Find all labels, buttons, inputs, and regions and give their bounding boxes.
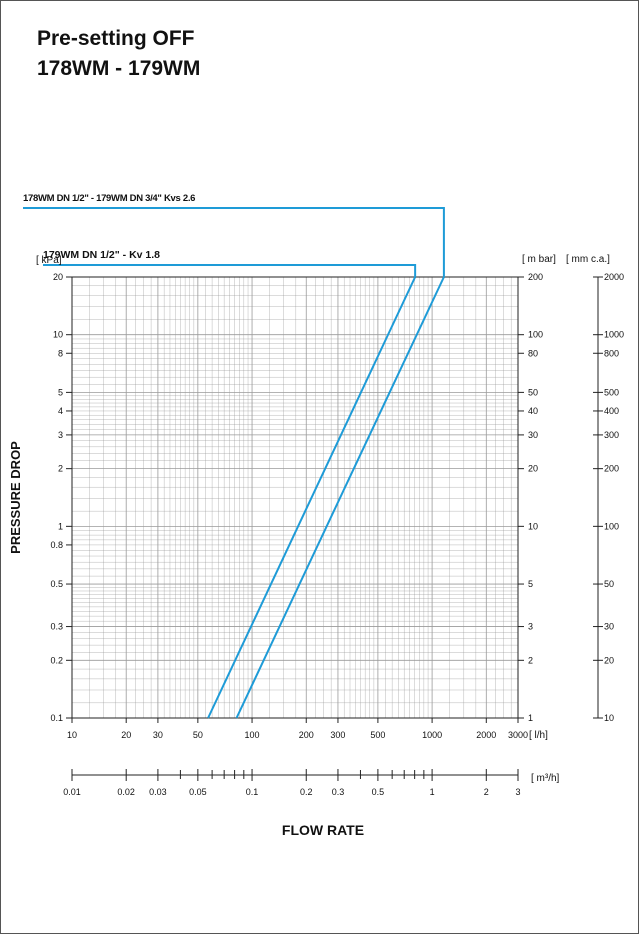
ytick-label-kpa: 20 bbox=[53, 272, 63, 282]
ytick-label-kpa: 4 bbox=[58, 406, 63, 416]
ytick-label-mmca: 2000 bbox=[604, 272, 624, 282]
xtick-label-m3h: 0.2 bbox=[300, 787, 313, 797]
ytick-label-kpa: 0.1 bbox=[50, 713, 63, 723]
xtick-label-m3h: 1 bbox=[430, 787, 435, 797]
ytick-label-mbar: 3 bbox=[528, 622, 533, 632]
ytick-label-mbar: 40 bbox=[528, 406, 538, 416]
ytick-label-mbar: 100 bbox=[528, 330, 543, 340]
ytick-label-mbar: 10 bbox=[528, 521, 538, 531]
ytick-label-mmca: 10 bbox=[604, 713, 614, 723]
xtick-label-lh: 300 bbox=[330, 730, 345, 740]
chart-axes bbox=[66, 276, 603, 781]
ytick-label-kpa: 5 bbox=[58, 387, 63, 397]
series-leader-2 bbox=[43, 264, 417, 277]
xlabel-unit-lh: [ l/h] bbox=[529, 730, 548, 741]
ytick-label-mmca: 100 bbox=[604, 521, 619, 531]
ytick-label-mbar: 2 bbox=[528, 655, 533, 665]
ytick-label-kpa: 3 bbox=[58, 430, 63, 440]
ytick-label-mmca: 20 bbox=[604, 655, 614, 665]
xtick-label-m3h: 3 bbox=[515, 787, 520, 797]
plot-frame bbox=[71, 276, 519, 719]
xtick-label-m3h: 2 bbox=[484, 787, 489, 797]
ytick-label-mmca: 800 bbox=[604, 348, 619, 358]
ylabel-unit-mmca: [ mm c.a.] bbox=[566, 254, 610, 265]
chart-title-line2: 178WM - 179WM bbox=[37, 57, 201, 80]
series-label-2: 179WM DN 1/2" - Kv 1.8 bbox=[43, 249, 160, 261]
series-line-2 bbox=[207, 276, 417, 719]
xtick-label-m3h: 0.3 bbox=[332, 787, 345, 797]
ytick-label-kpa: 0.8 bbox=[50, 540, 63, 550]
ytick-label-mmca: 50 bbox=[604, 579, 614, 589]
ytick-label-mmca: 300 bbox=[604, 430, 619, 440]
xtick-label-m3h: 0.02 bbox=[117, 787, 135, 797]
ytick-label-mbar: 80 bbox=[528, 348, 538, 358]
ytick-label-mbar: 1 bbox=[528, 713, 533, 723]
ytick-label-mbar: 30 bbox=[528, 430, 538, 440]
xtick-label-lh: 50 bbox=[193, 730, 203, 740]
ytick-label-mbar: 5 bbox=[528, 579, 533, 589]
xlabel-unit-m3h: [ m³/h] bbox=[531, 773, 560, 784]
ylabel-unit-mbar: [ m bar] bbox=[522, 254, 556, 265]
y-axis-title: PRESSURE DROP bbox=[8, 441, 23, 554]
series-leader-1 bbox=[23, 207, 445, 277]
xtick-label-lh: 100 bbox=[245, 730, 260, 740]
ytick-label-kpa: 0.5 bbox=[50, 579, 63, 589]
series-line-1 bbox=[235, 276, 445, 719]
xtick-label-m3h: 0.5 bbox=[372, 787, 385, 797]
series-label-1: 178WM DN 1/2" - 179WM DN 3/4" Kvs 2.6 bbox=[23, 193, 195, 204]
ytick-label-mmca: 30 bbox=[604, 622, 614, 632]
ytick-label-kpa: 10 bbox=[53, 330, 63, 340]
ytick-label-mmca: 200 bbox=[604, 464, 619, 474]
ytick-label-mbar: 50 bbox=[528, 387, 538, 397]
ytick-label-mmca: 1000 bbox=[604, 330, 624, 340]
xtick-label-lh: 2000 bbox=[476, 730, 496, 740]
ytick-label-kpa: 0.3 bbox=[50, 622, 63, 632]
ylabel-unit-kpa: [ kPa] bbox=[36, 255, 62, 266]
xtick-label-lh: 1000 bbox=[422, 730, 442, 740]
chart-title-line1: Pre-setting OFF bbox=[37, 27, 195, 50]
ytick-label-mmca: 500 bbox=[604, 387, 619, 397]
x-axis-title: FLOW RATE bbox=[282, 822, 364, 838]
ytick-label-mbar: 20 bbox=[528, 464, 538, 474]
chart-labels: [ kPa] 20 10 8 5 4 3 2 1 0.8 0.5 0.3 0.2 0.1 [ m bar] 2… bbox=[8, 193, 624, 838]
ytick-label-kpa: 8 bbox=[58, 348, 63, 358]
xtick-label-m3h: 0.01 bbox=[63, 787, 81, 797]
xtick-label-m3h: 0.05 bbox=[189, 787, 207, 797]
xtick-label-lh: 200 bbox=[299, 730, 314, 740]
chart-grid bbox=[71, 276, 519, 719]
xtick-label-lh: 20 bbox=[121, 730, 131, 740]
ytick-label-kpa: 2 bbox=[58, 464, 63, 474]
ytick-label-mbar: 200 bbox=[528, 272, 543, 282]
xtick-label-m3h: 0.03 bbox=[149, 787, 167, 797]
xtick-label-lh: 500 bbox=[370, 730, 385, 740]
ytick-label-mmca: 400 bbox=[604, 406, 619, 416]
ytick-label-kpa: 0.2 bbox=[50, 655, 63, 665]
xtick-label-lh: 10 bbox=[67, 730, 77, 740]
xtick-label-lh: 30 bbox=[153, 730, 163, 740]
chart-series bbox=[23, 207, 445, 719]
xtick-label-m3h: 0.1 bbox=[246, 787, 259, 797]
xtick-label-lh: 3000 bbox=[508, 730, 528, 740]
ytick-label-kpa: 1 bbox=[58, 521, 63, 531]
